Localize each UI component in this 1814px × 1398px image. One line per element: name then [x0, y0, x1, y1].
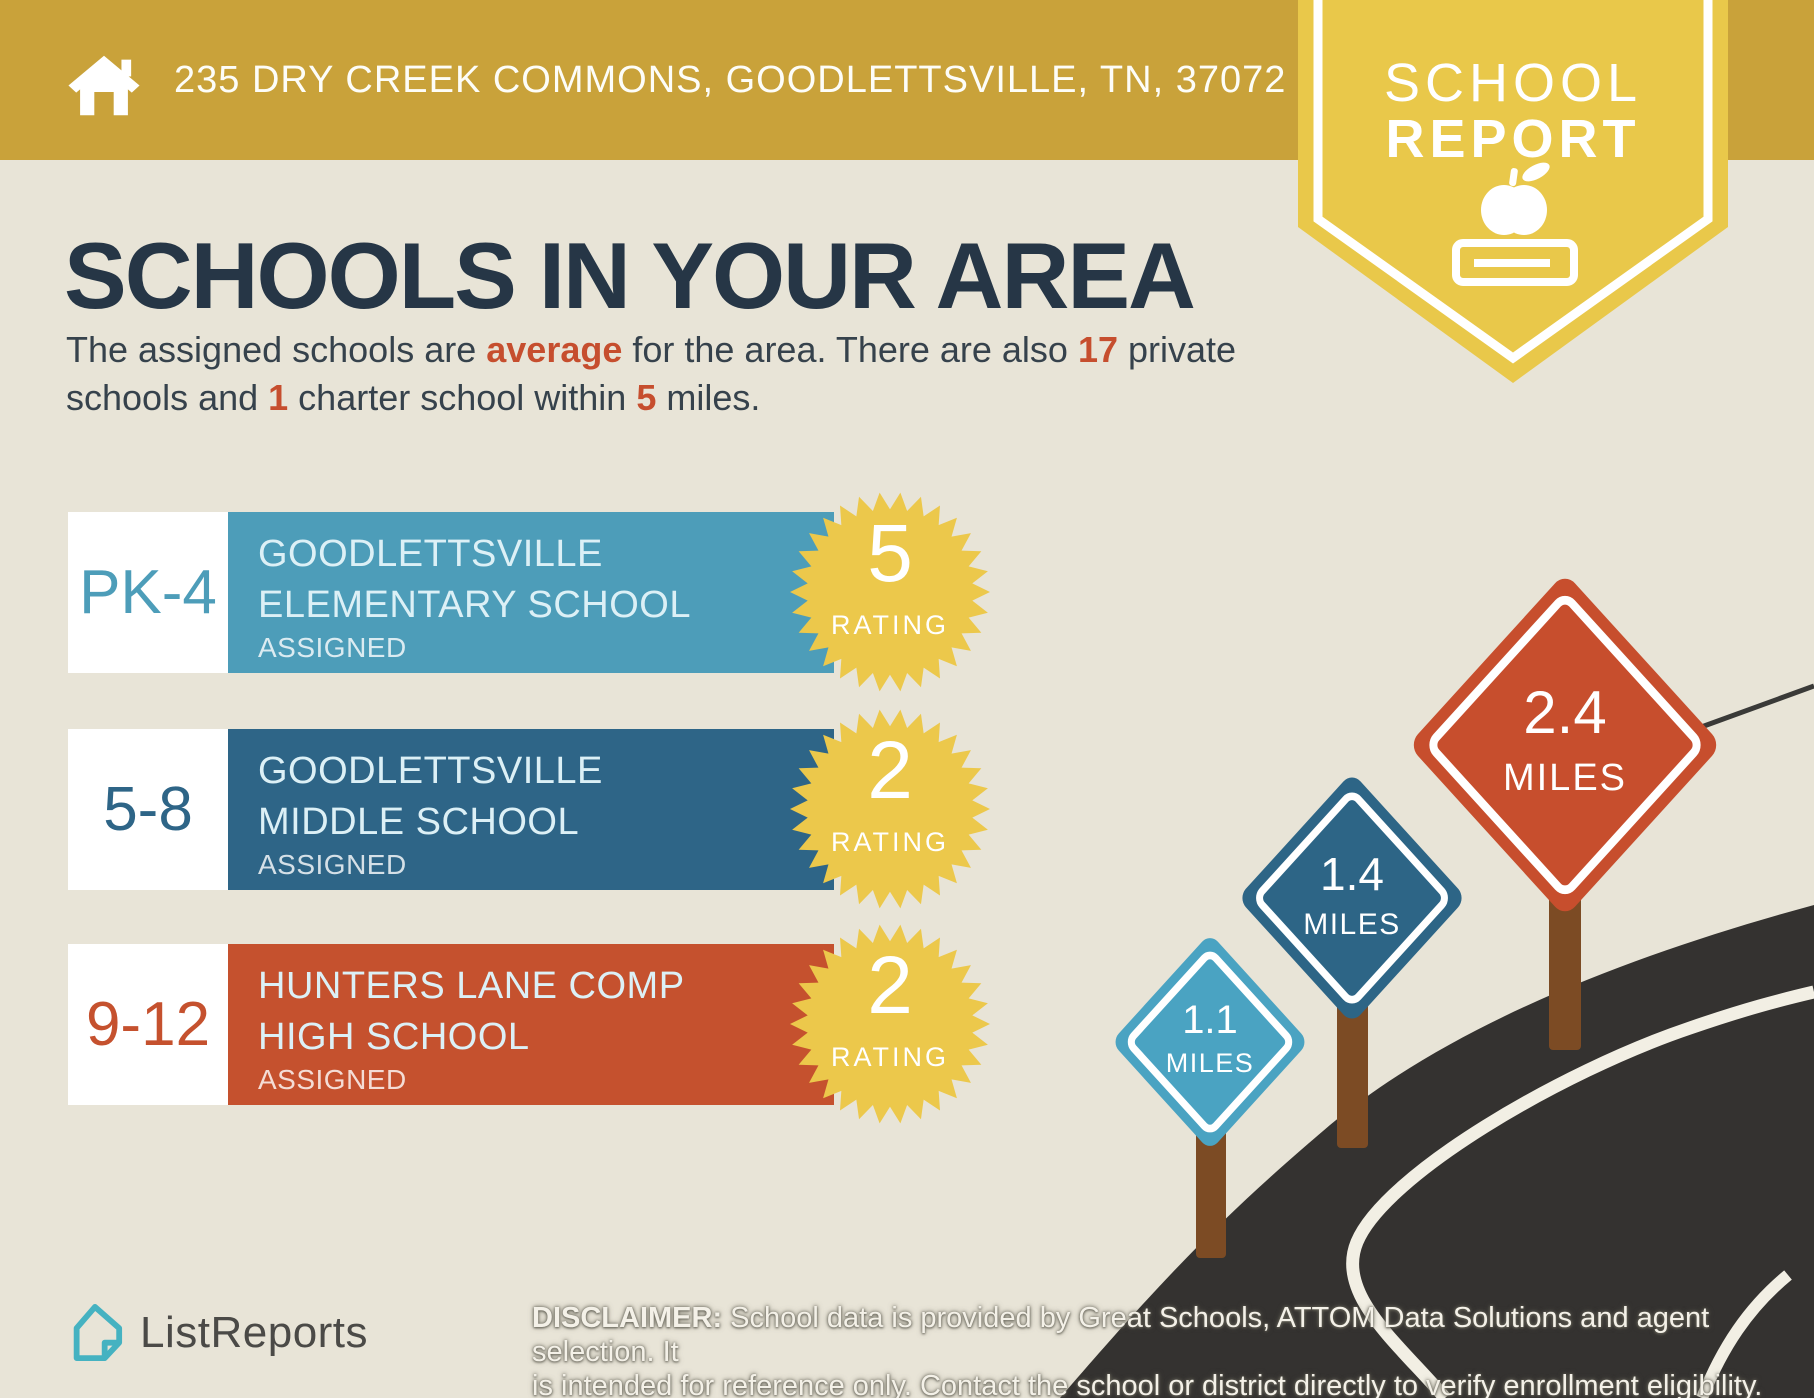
sign-post-3	[1549, 745, 1581, 1050]
disclaimer: DISCLAIMER: School data is provided by G…	[532, 1301, 1792, 1398]
school-row-elementary: PK-4 GOODLETTSVILLE ELEMENTARY SCHOOL ASS…	[68, 492, 998, 692]
school-row-middle: 5-8 GOODLETTSVILLE MIDDLE SCHOOL ASSIGNED…	[68, 709, 998, 909]
distance-sign-elementary	[1115, 938, 1305, 1146]
distance-sign-middle	[1242, 777, 1462, 1019]
rating-seal: 2 RATING	[790, 924, 990, 1124]
rating-seal: 5 RATING	[790, 492, 990, 692]
rating-label: RATING	[831, 610, 949, 640]
school-name: GOODLETTSVILLE MIDDLE SCHOOL	[258, 750, 603, 843]
school-bar: GOODLETTSVILLE ELEMENTARY SCHOOL ASSIGNED	[228, 512, 834, 673]
grade-range-label: PK-4	[68, 512, 228, 673]
home-icon	[68, 55, 140, 116]
school-row-high: 9-12 HUNTERS LANE COMP HIGH SCHOOL ASSIGN…	[68, 924, 998, 1124]
apple-on-book-icon	[1452, 162, 1578, 286]
sign-post-1	[1196, 1040, 1226, 1258]
rating-label: RATING	[831, 1042, 949, 1072]
sign-distance-1: 1.1	[1182, 998, 1238, 1042]
listreports-logo: ListReports	[66, 1300, 368, 1366]
page-title: SCHOOLS IN YOUR AREA	[64, 223, 1196, 328]
assigned-label: ASSIGNED	[258, 1064, 407, 1095]
school-name: HUNTERS LANE COMP HIGH SCHOOL	[258, 965, 685, 1058]
school-report-badge: SCHOOL REPORT	[1298, 0, 1728, 390]
sign-unit-1: MILES	[1166, 1048, 1255, 1078]
badge-line1: SCHOOL	[1383, 53, 1643, 113]
disclaimer-line2: is intended for reference only. Contact …	[532, 1370, 1763, 1398]
highlight-average: average	[486, 329, 623, 370]
grade-range-label: 5-8	[68, 729, 228, 890]
pennant-inner-border	[1313, 0, 1713, 364]
summary-text: The assigned schools are average for the…	[66, 329, 1237, 418]
rating-value: 2	[867, 940, 913, 1031]
sign-post-2	[1337, 900, 1368, 1148]
highlight-radius: 5	[636, 377, 657, 418]
grade-range-label: 9-12	[68, 944, 228, 1105]
rating-label: RATING	[831, 827, 949, 857]
school-name: GOODLETTSVILLE ELEMENTARY SCHOOL	[258, 533, 691, 626]
listreports-house-icon	[73, 1303, 123, 1362]
listreports-wordmark: ListReports	[140, 1308, 369, 1357]
sign-unit-3: MILES	[1503, 757, 1627, 799]
assigned-label: ASSIGNED	[258, 632, 407, 663]
property-address: 235 DRY CREEK COMMONS, GOODLETTSVILLE, T…	[174, 58, 1287, 101]
highlight-private-count: 17	[1077, 329, 1118, 370]
assigned-label: ASSIGNED	[258, 849, 407, 880]
school-bar: HUNTERS LANE COMP HIGH SCHOOL ASSIGNED	[228, 944, 834, 1105]
distance-sign-high	[1413, 578, 1717, 912]
disclaimer-line1: DISCLAIMER: School data is provided by G…	[532, 1302, 1710, 1368]
horizon-line	[1659, 683, 1814, 745]
rating-seal: 2 RATING	[790, 709, 990, 909]
school-bar: GOODLETTSVILLE MIDDLE SCHOOL ASSIGNED	[228, 729, 834, 890]
sign-distance-3: 2.4	[1523, 679, 1606, 746]
rating-value: 5	[867, 508, 913, 599]
sign-distance-2: 1.4	[1320, 848, 1384, 900]
highlight-charter-count: 1	[268, 377, 289, 418]
sign-unit-2: MILES	[1303, 908, 1401, 941]
rating-value: 2	[867, 725, 913, 816]
badge-line2: REPORT	[1385, 109, 1641, 169]
